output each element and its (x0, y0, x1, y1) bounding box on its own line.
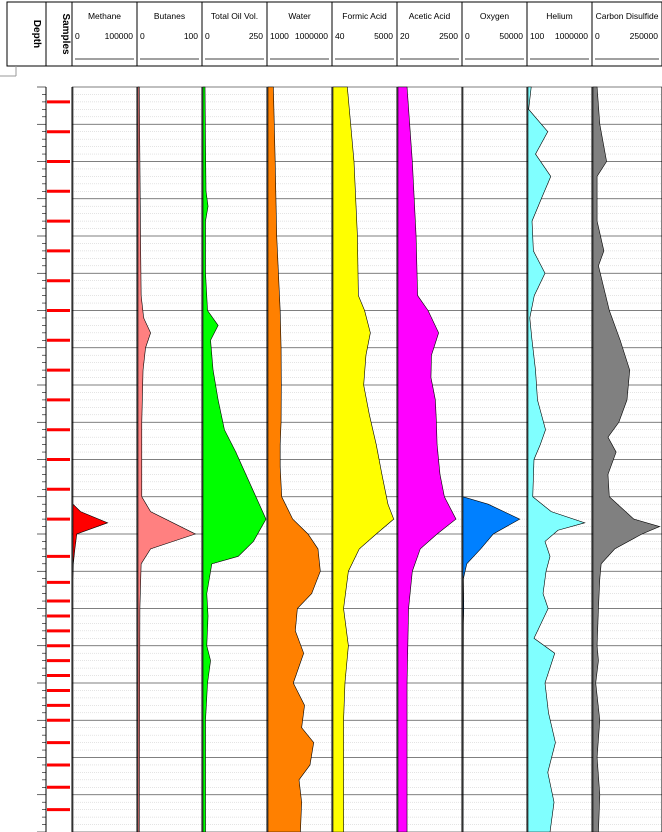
scale-max: 50000 (499, 31, 523, 41)
track-title: Helium (546, 11, 572, 21)
track-title: Formic Acid (342, 11, 387, 21)
scale-min: 1000 (270, 31, 289, 41)
scale-max: 250000 (630, 31, 659, 41)
scale-min: 100 (530, 31, 544, 41)
scale-max: 1000000 (295, 31, 328, 41)
scale-min: 0 (205, 31, 210, 41)
scale-min: 0 (140, 31, 145, 41)
scale-min: 20 (400, 31, 410, 41)
scale-min: 40 (335, 31, 345, 41)
scale-min: 0 (75, 31, 80, 41)
scale-max: 5000 (374, 31, 393, 41)
scale-max: 100 (184, 31, 198, 41)
scale-min: 0 (595, 31, 600, 41)
track-title: Total Oil Vol. (211, 11, 258, 21)
track-header: DepthSamplesMethane0100000Butanes0100Tot… (0, 2, 662, 76)
track-title: Acetic Acid (409, 11, 451, 21)
log-body (37, 87, 662, 832)
track-title: Methane (88, 11, 121, 21)
scale-max: 250 (249, 31, 263, 41)
track-title: Water (288, 11, 311, 21)
scale-max: 100000 (105, 31, 134, 41)
depth-header: Depth (31, 20, 42, 48)
track-title: Butanes (154, 11, 185, 21)
track-title: Oxygen (480, 11, 510, 21)
scale-min: 0 (465, 31, 470, 41)
samples-header: Samples (60, 13, 71, 55)
track-title: Carbon Disulfide (596, 11, 659, 21)
scale-max: 1000000 (555, 31, 588, 41)
scale-max: 2500 (439, 31, 458, 41)
